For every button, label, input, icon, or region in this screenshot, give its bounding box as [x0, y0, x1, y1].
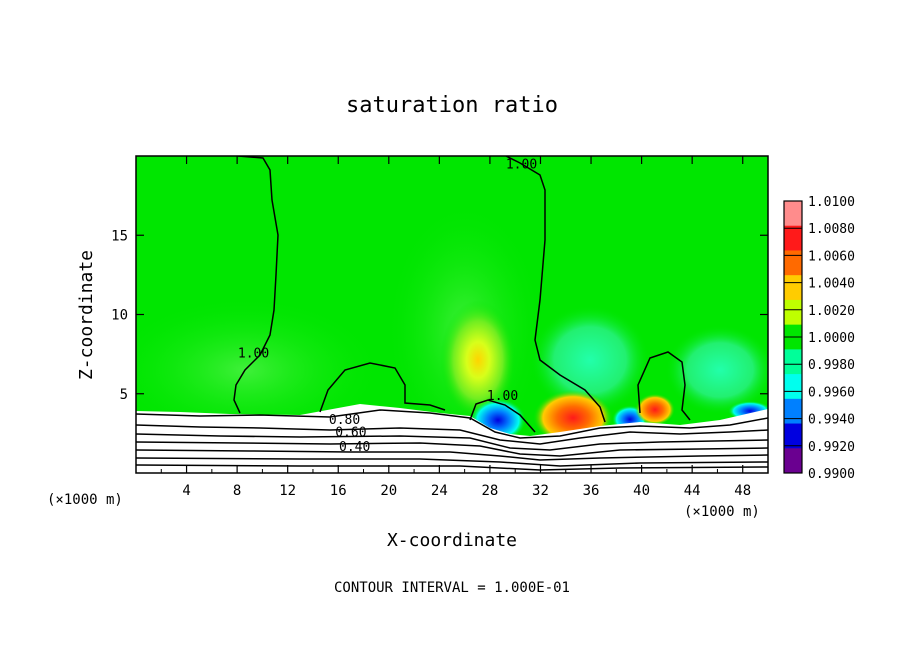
x-tick-label: 16: [330, 483, 347, 499]
colorbar-swatch: [784, 201, 802, 227]
contour-0.90: [136, 409, 768, 439]
x-tick-label: 8: [233, 483, 241, 499]
colorbar-swatch: [784, 225, 802, 251]
colorbar-swatch: [784, 349, 802, 375]
x-tick-label: 28: [481, 483, 498, 499]
colorbar-swatch: [784, 448, 802, 474]
contour-0.60: [136, 441, 768, 457]
colorbar: 1.0100 1.0080 1.0060 1.0040 1.0020 1.0000 0.99…: [783, 195, 855, 482]
colorbar-label: 1.0100: [808, 195, 855, 210]
colorbar-swatch: [784, 275, 802, 301]
x-axis: 4 8 12 16 20 24 28 32 36 40 44 48: [160, 156, 751, 499]
x-unit-label-left: (×1000 m): [47, 492, 123, 508]
contour-label: 0.80: [329, 413, 360, 428]
colorbar-swatch: [784, 250, 802, 276]
contour-0.50: [136, 449, 768, 461]
colorbar-label: 1.0000: [808, 331, 855, 346]
x-tick-label: 24: [431, 483, 448, 499]
moist-region-left: [136, 295, 385, 445]
colorbar-label: 0.9900: [808, 467, 855, 482]
contour-0.70: [136, 433, 768, 451]
colorbar-label: 1.0060: [808, 249, 855, 264]
colorbar-label: 1.0020: [808, 304, 855, 319]
contour-lines: [136, 156, 768, 471]
contour-1.00-left-column: [233, 156, 279, 414]
y-axis: 5 10 15: [111, 228, 768, 403]
contour-1.00-center-bubble: [469, 399, 536, 433]
colorbar-swatch: [784, 398, 802, 425]
colorbar-label: 0.9940: [808, 413, 855, 428]
contour-labels: 1.00 1.00 1.00 0.800.600.40: [238, 158, 537, 455]
colorbar-swatch: [784, 299, 802, 326]
chart-title: saturation ratio: [346, 93, 558, 118]
contour-1.00-center-column: [505, 156, 606, 423]
contour-0.40: [136, 457, 768, 467]
x-tick-label: 36: [583, 483, 600, 499]
subsaturated-region-far-right: [665, 325, 768, 415]
x-tick-label: 48: [734, 483, 751, 499]
supersaturated-core-center: [440, 300, 516, 420]
contour-label: 1.00: [487, 389, 518, 404]
x-tick-label: 32: [532, 483, 549, 499]
x-tick-label: 12: [279, 483, 296, 499]
x-tick-label: 4: [182, 483, 190, 499]
contour-1.00-left-bubble: [319, 362, 446, 413]
x-tick-label: 40: [633, 483, 650, 499]
plot-area: 1.00 1.00 1.00 0.800.600.40: [136, 156, 768, 473]
colorbar-swatch: [784, 423, 802, 449]
supersaturated-core-far-east: [635, 392, 675, 424]
contour-label: 1.00: [238, 346, 269, 361]
contour-interval-note: CONTOUR INTERVAL = 1.000E-01: [334, 580, 570, 596]
colorbar-label: 1.0080: [808, 222, 855, 237]
contour-label: 0.40: [339, 440, 370, 455]
y-tick-label: 15: [111, 228, 128, 244]
y-tick-label: 10: [111, 308, 128, 324]
colorbar-label: 0.9920: [808, 440, 855, 455]
y-tick-label: 5: [120, 387, 128, 403]
x-unit-label-right: (×1000 m): [684, 504, 760, 520]
x-tick-label: 44: [684, 483, 701, 499]
contour-0.30: [136, 464, 768, 471]
subsaturated-region-right: [530, 305, 650, 415]
colorbar-label: 0.9980: [808, 358, 855, 373]
colorbar-swatch: [784, 374, 802, 400]
x-axis-label: X-coordinate: [387, 530, 517, 551]
colorbar-label: 0.9960: [808, 385, 855, 400]
contour-1.00-right-bubble: [637, 351, 691, 421]
boundary-layer: [136, 404, 768, 473]
contour-label: 1.00: [506, 158, 537, 173]
contour-0.80: [136, 424, 768, 445]
x-tick-label: 20: [380, 483, 397, 499]
colorbar-label: 1.0040: [808, 277, 855, 292]
y-axis-label: Z-coordinate: [76, 250, 97, 380]
contour-label: 0.60: [335, 426, 366, 441]
